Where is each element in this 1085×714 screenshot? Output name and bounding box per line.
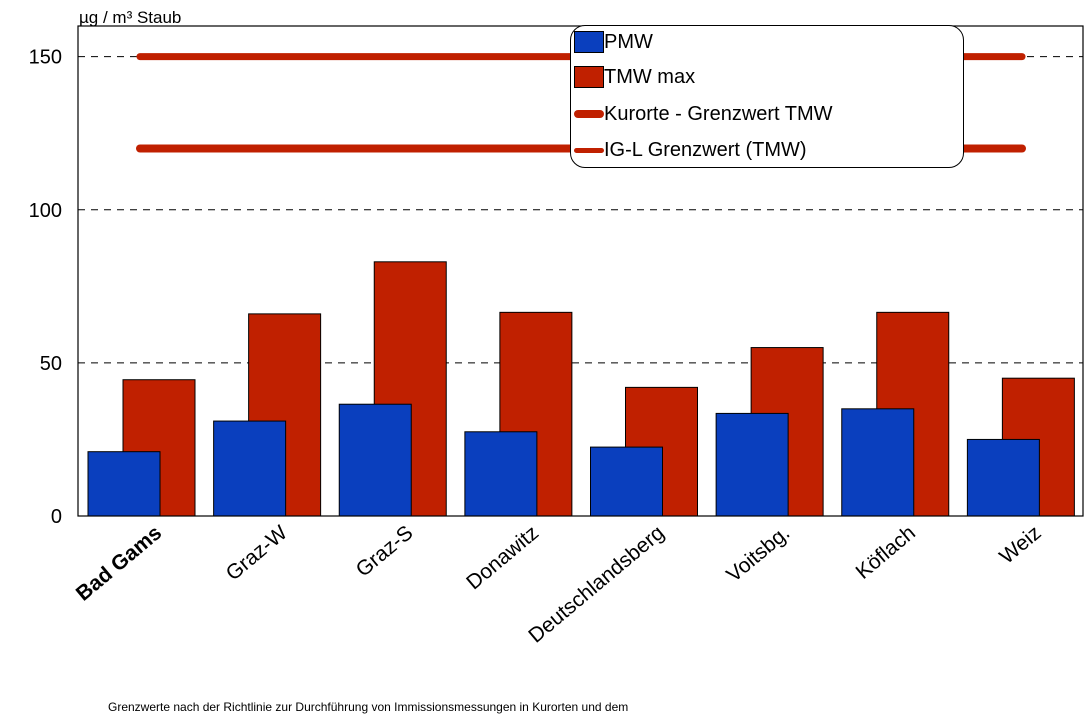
legend-swatch-tmw-max — [574, 66, 604, 88]
bars — [87, 261, 1075, 517]
x-tick-label: Deutschlandsberg — [524, 521, 668, 647]
y-axis-label: µg / m³ Staub — [79, 8, 182, 27]
y-tick-labels: 0 50 100 150 — [29, 47, 62, 528]
bar-pmw — [87, 451, 161, 517]
x-tick-label: Bad Gams — [72, 521, 166, 605]
legend-item-tmw-max: TMW max — [574, 63, 695, 91]
x-tick-label: Voitsbg. — [722, 521, 794, 587]
bar-pmw — [590, 446, 663, 517]
x-tick-label: Donawitz — [462, 521, 543, 594]
bar-pmw — [841, 408, 915, 517]
y-tick-label: 50 — [40, 353, 62, 375]
legend-label-pmw: PMW — [604, 30, 653, 53]
legend-item-kurorte: Kurorte - Grenzwert TMW — [574, 100, 833, 128]
legend-label-igl: IG-L Grenzwert (TMW) — [604, 138, 807, 161]
y-tick-label: 0 — [51, 506, 62, 528]
legend-label-kurorte: Kurorte - Grenzwert TMW — [604, 102, 833, 125]
y-tick-label: 150 — [29, 47, 62, 69]
footnote: Grenzwerte nach der Richtlinie zur Durch… — [108, 700, 629, 714]
x-tick-label: Graz-S — [352, 521, 418, 581]
bar-pmw — [464, 431, 538, 517]
legend-label-tmw-max: TMW max — [604, 65, 696, 88]
x-tick-label: Graz-W — [222, 521, 292, 585]
bar-pmw — [213, 420, 287, 517]
legend-swatch-kurorte — [574, 103, 604, 125]
legend: PMW TMW max Kurorte - Grenzwert TMW IG-L… — [570, 25, 964, 168]
bar-pmw — [966, 438, 1040, 517]
bar-pmw — [715, 412, 789, 517]
x-tick-label: Weiz — [995, 521, 1045, 568]
legend-swatch-igl — [574, 139, 604, 161]
x-tick-labels: Bad Gams Graz-W Graz-S DonawitzDeutschlands… — [72, 521, 1046, 648]
x-tick-label: Köflach — [852, 521, 920, 584]
legend-swatch-pmw — [574, 31, 604, 53]
legend-item-igl: IG-L Grenzwert (TMW) — [574, 136, 807, 164]
bar-pmw — [338, 403, 412, 517]
legend-item-pmw: PMW — [574, 28, 653, 56]
y-tick-label: 100 — [29, 200, 62, 222]
